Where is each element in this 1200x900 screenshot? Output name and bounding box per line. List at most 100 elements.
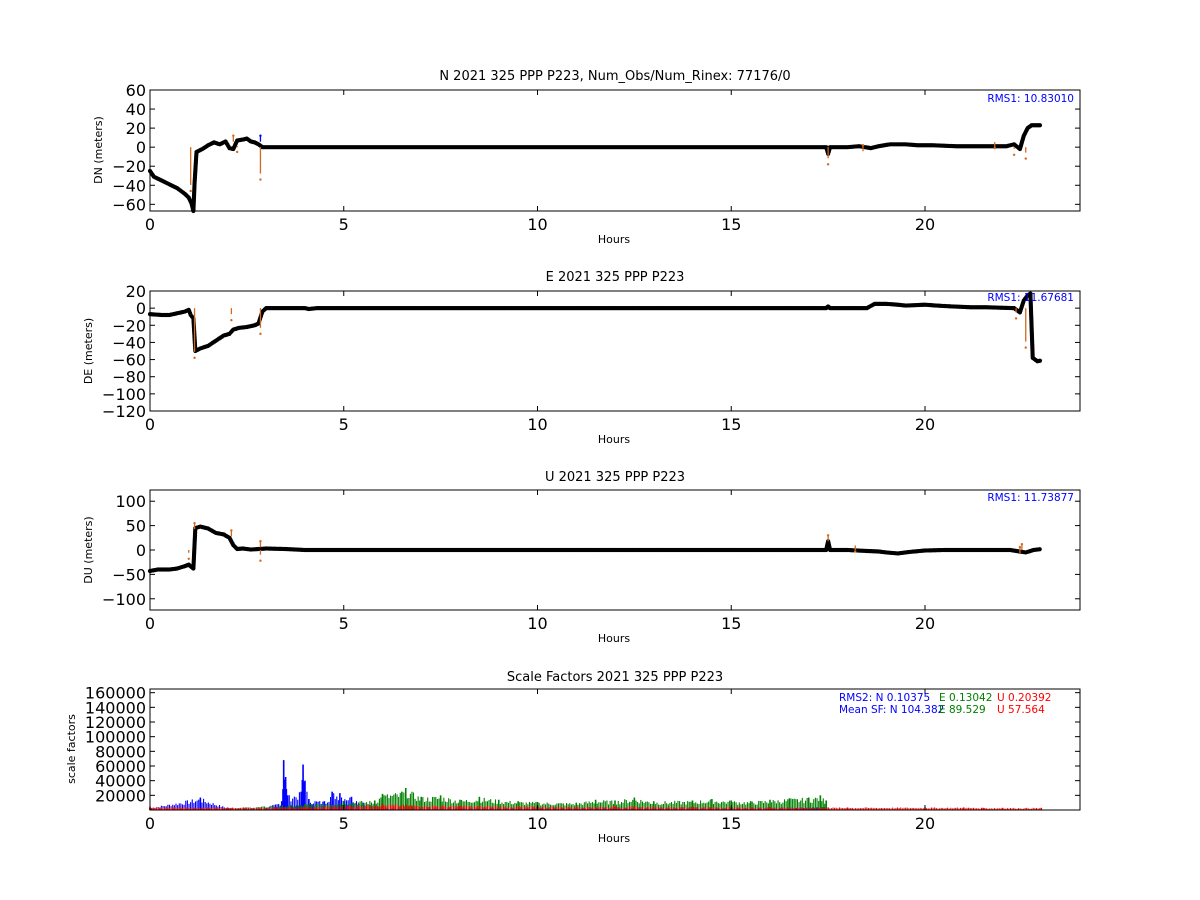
- y-tick-label: −100: [102, 590, 146, 609]
- axis-ticks: 0 5 10 15 20 20000400006000080000100000120000…: [85, 684, 1080, 833]
- outlier-point: [193, 521, 196, 525]
- rms2-n: RMS2: N 0.10375: [839, 692, 930, 704]
- outlier-point: [826, 534, 830, 537]
- data-marks: [147, 521, 1042, 574]
- y-tick-label: 120000: [85, 713, 146, 732]
- x-tick-label: 0: [145, 215, 155, 234]
- outlier-point: [230, 318, 233, 322]
- y-tick-label: 0: [136, 299, 146, 318]
- outlier-point: [1012, 153, 1016, 156]
- x-tick-label: 15: [721, 215, 741, 234]
- outlier-point: [1020, 542, 1024, 546]
- x-tick-label: 10: [527, 415, 547, 434]
- y-tick-label: 80000: [95, 742, 146, 761]
- y-tick-label: −50: [112, 565, 146, 584]
- outlier-point: [230, 529, 233, 532]
- y-tick-label: 0: [136, 541, 146, 560]
- chart-title: E 2021 325 PPP P223: [546, 270, 685, 285]
- rms-annotation: RMS1: 11.73877: [987, 492, 1074, 504]
- x-tick-label: 0: [145, 614, 155, 633]
- x-tick-label: 10: [527, 215, 547, 234]
- y-tick-label: 20: [126, 282, 146, 301]
- y-axis-label: DN (meters): [92, 116, 105, 184]
- outlier-point: [861, 144, 865, 147]
- y-tick-label: 40: [126, 100, 146, 119]
- x-tick-label: 20: [915, 415, 935, 434]
- trace-point: [1037, 358, 1043, 363]
- y-tick-label: 100: [115, 492, 146, 511]
- y-tick-label: 20: [126, 119, 146, 138]
- outlier-point: [259, 178, 262, 181]
- outlier-point: [259, 134, 262, 137]
- x-tick-label: 20: [915, 814, 935, 833]
- y-tick-label: −40: [112, 176, 146, 195]
- x-axis-label: Hours: [598, 233, 630, 246]
- rms2-u: U 0.20392: [997, 692, 1051, 704]
- data-marks: [147, 123, 1043, 214]
- plot-frame: [149, 290, 1081, 412]
- y-axis-label: DU (meters): [82, 516, 95, 583]
- x-axis-label: Hours: [598, 433, 630, 446]
- y-tick-label: −20: [112, 316, 146, 335]
- outlier-point: [259, 559, 262, 562]
- x-tick-label: 5: [339, 814, 349, 833]
- x-tick-label: 15: [721, 814, 741, 833]
- y-tick-label: 50: [126, 517, 146, 536]
- x-tick-label: 10: [527, 814, 547, 833]
- plot-frame: [149, 489, 1081, 611]
- outlier-point: [1024, 346, 1027, 349]
- x-tick-label: 15: [721, 415, 741, 434]
- x-tick-label: 5: [339, 614, 349, 633]
- panel-up: U 2021 325 PPP P223 0 5 10 15 20 −100 −50 0 50 10…: [82, 470, 1081, 645]
- plot-frame: [149, 688, 1081, 811]
- chart-title: Scale Factors 2021 325 PPP P223: [507, 670, 723, 685]
- outlier-point: [193, 356, 196, 360]
- y-tick-label: 160000: [85, 684, 146, 703]
- mean-sf-e: E 89.529: [939, 704, 986, 716]
- mean-sf-n: Mean SF: N 104.382: [839, 704, 944, 716]
- outlier-point: [1024, 157, 1027, 160]
- y-tick-label: 60000: [95, 757, 146, 776]
- chart-title: N 2021 325 PPP P223, Num_Obs/Num_Rinex: …: [439, 69, 790, 84]
- outlier-point: [259, 332, 262, 336]
- x-tick-label: 20: [915, 614, 935, 633]
- y-tick-label: 0: [136, 138, 146, 157]
- y-tick-label: −100: [102, 385, 146, 404]
- x-tick-label: 5: [339, 215, 349, 234]
- outlier-point: [235, 150, 239, 154]
- x-tick-label: 20: [915, 215, 935, 234]
- y-axis-label: DE (meters): [82, 318, 95, 384]
- y-tick-label: −40: [112, 333, 146, 352]
- outlier-point: [189, 189, 192, 193]
- outlier-point: [826, 163, 830, 166]
- rms-annotation: RMS1: 10.83010: [987, 93, 1074, 105]
- x-tick-label: 0: [145, 814, 155, 833]
- outlier-point: [187, 557, 190, 560]
- outlier-point: [1018, 545, 1022, 549]
- y-tick-label: 40000: [95, 772, 146, 791]
- y-tick-label: 140000: [85, 698, 146, 717]
- trace-point: [1037, 547, 1042, 552]
- panel-scale-factors: Scale Factors 2021 325 PPP P223 0 5 10 15 20…: [65, 670, 1081, 845]
- trace-point: [1037, 123, 1043, 128]
- x-tick-label: 10: [527, 614, 547, 633]
- y-tick-label: −60: [112, 195, 146, 214]
- outlier-point: [232, 134, 235, 137]
- outlier-point: [259, 540, 262, 543]
- y-tick-label: 100000: [85, 728, 146, 747]
- x-tick-label: 0: [145, 415, 155, 434]
- y-tick-label: −20: [112, 157, 146, 176]
- y-tick-label: 20000: [95, 786, 146, 805]
- rms2-e: E 0.13042: [939, 692, 992, 704]
- outlier-point: [1014, 317, 1018, 320]
- y-tick-label: −120: [102, 402, 146, 421]
- panel-north: N 2021 325 PPP P223, Num_Obs/Num_Rinex: …: [92, 69, 1081, 246]
- plot-frame: [149, 89, 1081, 212]
- rms2-annotation: RMS2: N 0.10375 E 0.13042 U 0.20392: [839, 692, 1051, 704]
- chart-title: U 2021 325 PPP P223: [545, 470, 685, 485]
- x-tick-label: 15: [721, 614, 741, 633]
- data-marks: [147, 291, 1043, 364]
